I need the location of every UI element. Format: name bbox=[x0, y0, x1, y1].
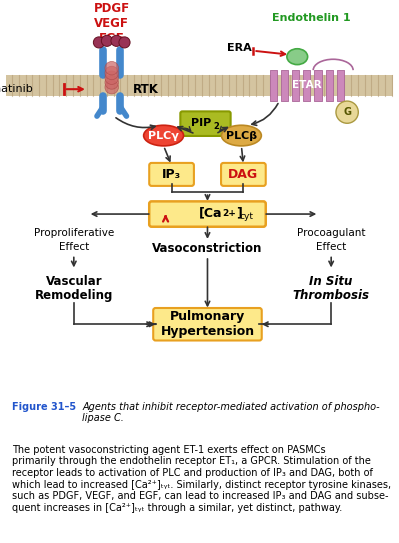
Circle shape bbox=[105, 66, 119, 80]
Circle shape bbox=[105, 71, 119, 84]
Text: PLCγ: PLCγ bbox=[148, 130, 179, 141]
Bar bbox=[337, 70, 344, 100]
FancyBboxPatch shape bbox=[153, 308, 262, 340]
Text: The potent vasoconstricting agent ET-1 exerts effect on PASMCs
primarily through: The potent vasoconstricting agent ET-1 e… bbox=[12, 445, 391, 513]
Circle shape bbox=[119, 37, 130, 48]
Circle shape bbox=[105, 61, 119, 75]
Text: VEGF: VEGF bbox=[94, 17, 129, 30]
Bar bbox=[292, 70, 299, 100]
Text: Imatinib: Imatinib bbox=[0, 84, 34, 94]
Text: cyt: cyt bbox=[239, 212, 253, 222]
Bar bbox=[326, 70, 333, 100]
Bar bbox=[6, 75, 393, 96]
Text: IP₃: IP₃ bbox=[162, 168, 181, 181]
Text: Procoagulant: Procoagulant bbox=[297, 228, 365, 238]
Text: PLCβ: PLCβ bbox=[226, 130, 257, 141]
Text: G: G bbox=[343, 107, 351, 117]
Text: RTK: RTK bbox=[132, 83, 158, 96]
Text: ETAR: ETAR bbox=[292, 80, 322, 90]
Text: EGF: EGF bbox=[99, 32, 124, 45]
Ellipse shape bbox=[287, 49, 308, 65]
Text: Vasoconstriction: Vasoconstriction bbox=[152, 242, 263, 255]
Text: Thrombosis: Thrombosis bbox=[293, 289, 369, 302]
Text: Figure 31–5: Figure 31–5 bbox=[12, 402, 76, 412]
Circle shape bbox=[336, 101, 358, 123]
Text: 2: 2 bbox=[213, 122, 219, 131]
Ellipse shape bbox=[144, 125, 184, 146]
Text: Agents that inhibit receptor-mediated activation of phospho-
lipase C.: Agents that inhibit receptor-mediated ac… bbox=[82, 402, 380, 424]
Text: ]: ] bbox=[236, 207, 241, 220]
Text: PDGF: PDGF bbox=[94, 2, 130, 15]
Bar bbox=[303, 70, 310, 100]
Circle shape bbox=[111, 35, 122, 46]
Circle shape bbox=[93, 37, 105, 48]
Circle shape bbox=[105, 80, 119, 94]
FancyBboxPatch shape bbox=[221, 163, 266, 186]
Text: Effect: Effect bbox=[59, 242, 89, 251]
Bar bbox=[270, 70, 277, 100]
Circle shape bbox=[105, 75, 119, 89]
FancyBboxPatch shape bbox=[149, 201, 266, 227]
Text: 2+: 2+ bbox=[223, 209, 236, 218]
Bar bbox=[281, 70, 288, 100]
FancyBboxPatch shape bbox=[149, 163, 194, 186]
Text: Vascular: Vascular bbox=[45, 275, 102, 288]
Text: Proproliferative: Proproliferative bbox=[34, 228, 114, 238]
Bar bbox=[314, 70, 322, 100]
Text: PIP: PIP bbox=[192, 118, 211, 128]
Ellipse shape bbox=[221, 125, 261, 146]
Text: In Situ: In Situ bbox=[310, 275, 353, 288]
Text: Pulmonary
Hypertension: Pulmonary Hypertension bbox=[160, 310, 255, 338]
Text: Remodeling: Remodeling bbox=[35, 289, 113, 302]
Text: Endothelin 1: Endothelin 1 bbox=[272, 13, 351, 23]
Text: [Ca: [Ca bbox=[199, 207, 222, 220]
FancyBboxPatch shape bbox=[180, 111, 231, 136]
Circle shape bbox=[101, 35, 113, 46]
Text: ERA: ERA bbox=[227, 42, 252, 53]
Text: DAG: DAG bbox=[228, 168, 259, 181]
Text: Effect: Effect bbox=[316, 242, 346, 251]
